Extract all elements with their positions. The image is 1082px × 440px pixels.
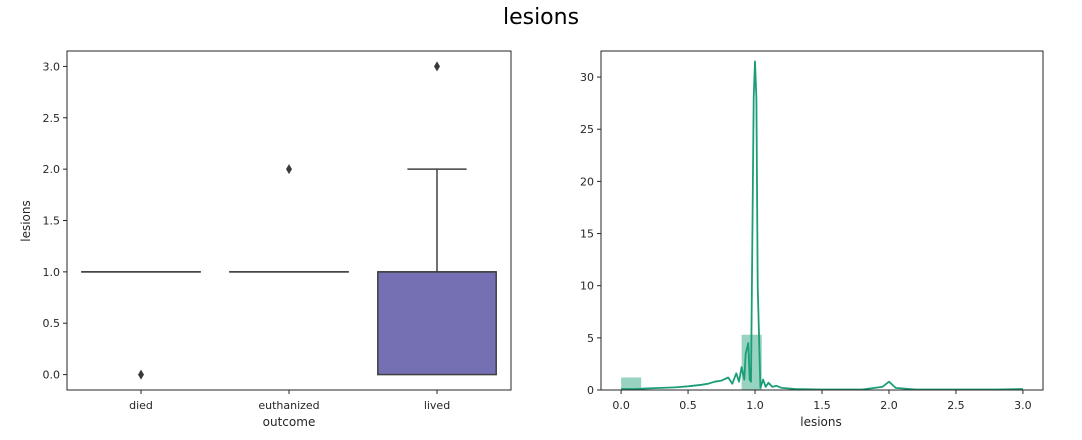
box-euthanized: [229, 164, 349, 273]
outlier-point: [286, 164, 292, 175]
y-tick-label: 10: [580, 280, 594, 293]
y-tick-label: 5: [587, 332, 594, 345]
y-tick-label: 3.0: [43, 60, 61, 73]
y-tick-label: 0.5: [43, 317, 61, 330]
x-tick-label: lived: [424, 399, 450, 412]
boxplot-x-axis-label: outcome: [263, 415, 316, 429]
y-tick-label: 15: [580, 228, 594, 241]
histogram-x-axis-label: lesions: [800, 415, 842, 429]
kde-line: [621, 60, 1023, 391]
x-tick-label: 1.5: [813, 399, 831, 412]
y-tick-label: 25: [580, 123, 594, 136]
x-tick-label: 0.0: [612, 399, 630, 412]
x-tick-label: 2.5: [947, 399, 965, 412]
y-tick-label: 1.0: [43, 266, 61, 279]
histogram-bar: [621, 377, 642, 390]
figure-title: lesions: [503, 5, 579, 30]
y-tick-label: 2.0: [43, 163, 61, 176]
histogram-panel: 0 5 10 15 20 25 30 0.0 0.5 1.0 1.5 2.0 2.5 3.0 lesio…: [580, 50, 1044, 429]
y-tick-label: 1.5: [43, 215, 61, 228]
x-tick-label: euthanized: [258, 399, 319, 412]
boxplot-y-axis-label: lesions: [19, 200, 33, 242]
x-tick-label: 2.0: [880, 399, 898, 412]
y-tick-label: 2.5: [43, 112, 61, 125]
box-lived: [377, 61, 497, 376]
x-tick-label: 1.0: [746, 399, 764, 412]
y-tick-label: 0: [587, 384, 594, 397]
boxplot-panel: 0.0 0.5 1.0 1.5 2.0 2.5 3.0 died euthanized live…: [19, 50, 512, 429]
outlier-point: [138, 369, 144, 380]
histogram-frame: [600, 50, 1044, 391]
box-body: [377, 271, 497, 376]
y-tick-label: 30: [580, 71, 594, 84]
box-died: [81, 271, 201, 380]
x-tick-label: 3.0: [1014, 399, 1032, 412]
y-tick-label: 20: [580, 175, 594, 188]
x-tick-label: 0.5: [679, 399, 697, 412]
x-tick-label: died: [129, 399, 153, 412]
outlier-point: [434, 61, 440, 72]
y-tick-label: 0.0: [43, 369, 61, 382]
